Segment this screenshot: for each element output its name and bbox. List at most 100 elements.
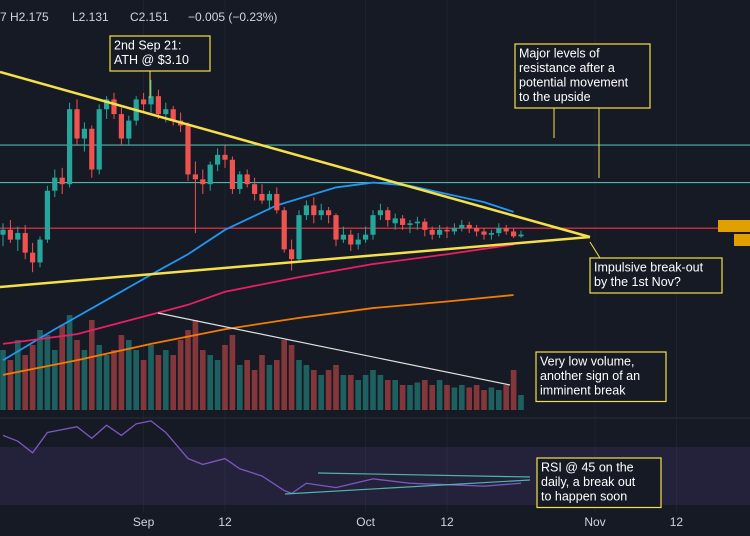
volume-bar xyxy=(355,380,361,410)
volume-bar xyxy=(518,395,524,410)
header: 7 H2.175 L2.131 C2.151 −0.005 (−0.23%) xyxy=(0,10,277,24)
ohlc-readout: C2.151 xyxy=(130,10,169,24)
candle-body xyxy=(503,228,509,232)
candle-body xyxy=(81,128,87,139)
volume-bar xyxy=(466,387,472,410)
volume-bar xyxy=(296,360,302,410)
candle-body xyxy=(488,233,494,235)
candle-body xyxy=(296,215,302,260)
volume-bar xyxy=(281,340,287,410)
rsi-trendline xyxy=(284,479,531,495)
candle-body xyxy=(185,125,191,175)
candle-body xyxy=(422,221,428,230)
candle-body xyxy=(222,154,228,160)
volume-bar xyxy=(207,355,213,410)
candle-body xyxy=(474,228,480,232)
candle-body xyxy=(207,164,213,185)
volume-bar xyxy=(303,365,310,410)
annotation-text: 2nd Sep 21: xyxy=(114,38,181,52)
volume-bar xyxy=(429,385,435,410)
candle-body xyxy=(126,120,132,139)
candle-body xyxy=(37,239,43,263)
moving-average xyxy=(2,294,514,376)
annotation-text: to the upside xyxy=(519,90,591,104)
annotation-box xyxy=(589,257,723,294)
annotation-text: Impulsive break-out xyxy=(594,260,704,274)
candle-body xyxy=(155,96,161,115)
volume-bar xyxy=(96,345,102,410)
candle-body xyxy=(518,234,524,237)
candle-body xyxy=(481,231,487,235)
candle-body xyxy=(170,109,176,121)
volume-bar xyxy=(37,330,43,410)
volume-bar xyxy=(59,325,65,410)
volume-bar xyxy=(118,335,125,410)
volume-bar xyxy=(362,375,369,410)
volume-bar xyxy=(274,360,280,410)
candle-body xyxy=(437,229,443,235)
candle-body xyxy=(59,177,65,185)
volume-bar xyxy=(318,375,324,410)
annotations: 2nd Sep 21:ATH @ $3.10 Major levels ofres… xyxy=(109,35,723,509)
volume-bar xyxy=(103,355,110,410)
volume-bar xyxy=(170,355,176,410)
volume-bar xyxy=(251,370,258,410)
x-tick-label: 12 xyxy=(218,515,232,529)
volume-bar xyxy=(81,350,88,410)
volume-bar xyxy=(459,385,465,410)
annotation-text: imminent break xyxy=(540,383,626,397)
volume-bar xyxy=(200,350,206,410)
volume-bar xyxy=(126,340,132,410)
volume-bar xyxy=(214,360,221,410)
candle-body xyxy=(392,218,398,224)
candle-body xyxy=(318,210,324,216)
volume-bar xyxy=(392,380,398,410)
volume-bar xyxy=(325,370,332,410)
candle-body xyxy=(44,190,50,240)
trendline xyxy=(0,235,591,289)
moving-average xyxy=(2,243,514,345)
ohlc-readout: 7 xyxy=(0,10,7,24)
x-tick-label: 12 xyxy=(670,515,684,529)
candle-body xyxy=(355,239,361,245)
rsi-trendline xyxy=(317,472,531,478)
annotation-text: Major levels of xyxy=(519,46,600,60)
candle-body xyxy=(163,109,169,115)
candle-body xyxy=(30,252,36,263)
pointer xyxy=(589,241,601,259)
x-tick-label: 12 xyxy=(440,515,454,529)
annotation-text: another sign of an xyxy=(540,369,640,383)
volume-bar xyxy=(133,350,139,410)
candle-body xyxy=(274,193,280,211)
volume-bar xyxy=(481,390,487,410)
candle-body xyxy=(303,205,309,216)
volume-bar xyxy=(74,340,80,410)
candle-body xyxy=(511,231,517,237)
candle-body xyxy=(148,96,154,105)
annotation-text: RSI @ 45 on the xyxy=(541,460,634,474)
volume-bar xyxy=(311,370,317,410)
ohlc-readout: H2.175 xyxy=(10,10,49,24)
candle-body xyxy=(118,114,124,139)
volume-bar xyxy=(111,350,117,410)
candle-body xyxy=(252,184,258,194)
candle-body xyxy=(111,99,117,115)
volume-bar xyxy=(237,365,243,410)
volume-bar xyxy=(177,340,184,410)
candle-body xyxy=(459,224,465,229)
candle-body xyxy=(451,228,457,232)
candle-body xyxy=(215,154,221,165)
volume-bar xyxy=(377,375,384,410)
volume-bar xyxy=(510,370,517,410)
volume-bar xyxy=(333,365,339,410)
volume-bar xyxy=(266,365,273,410)
x-tick-label: Oct xyxy=(356,515,375,529)
candle-body xyxy=(370,215,376,235)
candle-body xyxy=(104,99,110,110)
annotation-box xyxy=(514,43,651,109)
candle-body xyxy=(192,174,198,180)
candle-body xyxy=(363,234,369,240)
candle-body xyxy=(259,193,265,201)
volume-bar xyxy=(488,387,495,410)
plot xyxy=(0,79,750,495)
